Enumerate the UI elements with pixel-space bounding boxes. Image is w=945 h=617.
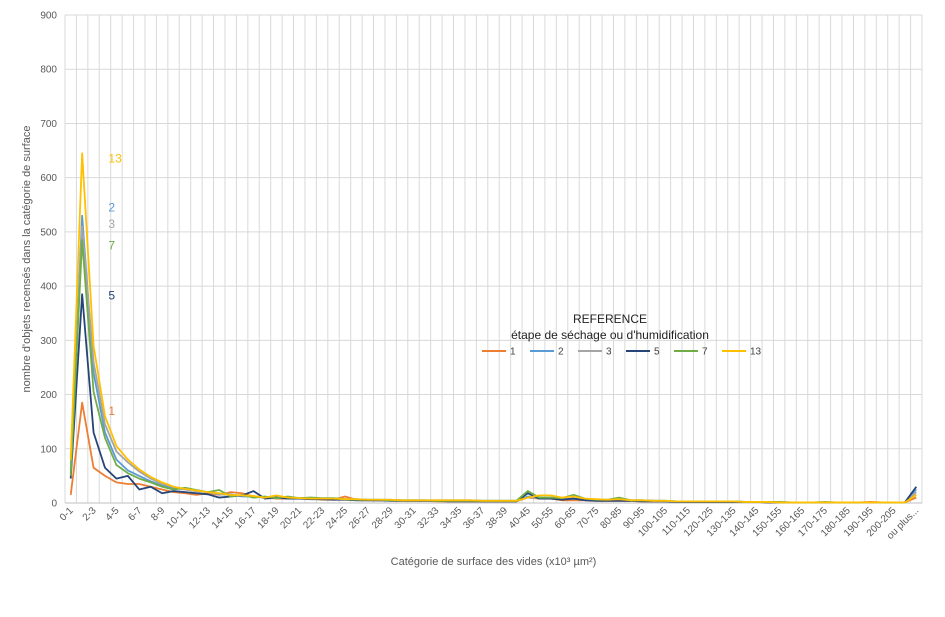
x-tick-label: 8-9: [149, 505, 167, 523]
legend-label-7: 7: [702, 347, 708, 358]
x-tick-label: 40-45: [507, 505, 533, 531]
x-tick-label: 24-25: [324, 505, 350, 531]
y-tick-label: 200: [40, 390, 57, 401]
x-tick-label: 20-21: [279, 505, 305, 531]
annotation-2: 2: [108, 200, 115, 214]
annotation-3: 3: [108, 217, 115, 231]
y-tick-label: 100: [40, 444, 57, 455]
series-lines: [69, 152, 918, 504]
x-tick-label: 14-15: [210, 505, 236, 531]
y-tick-label: 0: [51, 499, 57, 510]
x-tick-label: 70-75: [576, 505, 602, 531]
y-tick-label: 700: [40, 119, 57, 130]
y-tick-label: 800: [40, 65, 57, 76]
legend-label-2: 2: [558, 347, 564, 358]
y-tick-label: 400: [40, 282, 57, 293]
x-tick-label: 18-19: [256, 505, 282, 531]
x-tick-label: 28-29: [370, 505, 396, 531]
legend-label-5: 5: [654, 347, 660, 358]
x-tick-label: 12-13: [187, 505, 213, 531]
x-tick-label: 80-85: [598, 505, 624, 531]
grid: [64, 14, 923, 504]
series-line-3: [69, 225, 917, 504]
x-axis-ticks: 0-1 2-3 4-5 6-7 8-910-1112-1314-1516-1718-19…: [58, 505, 922, 542]
x-tick-label: 50-55: [530, 505, 556, 531]
series-annotations: 1 2 3 5 7 13: [108, 152, 122, 418]
y-tick-label: 500: [40, 227, 57, 238]
x-tick-label: 16-17: [233, 505, 259, 531]
annotation-13: 13: [108, 152, 122, 166]
x-tick-label: 36-37: [461, 505, 487, 531]
x-tick-label: 6-7: [126, 505, 144, 523]
x-tick-label: 10-11: [165, 505, 191, 531]
legend-label-13: 13: [750, 347, 762, 358]
x-tick-label: 22-23: [301, 505, 327, 531]
legend-items: 1 2 3 5 7 13: [482, 347, 762, 358]
legend: REFERENCE étape de séchage ou d'humidifi…: [482, 312, 762, 358]
y-tick-label: 900: [40, 11, 57, 22]
legend-label-1: 1: [510, 347, 516, 358]
series-line-7: [69, 239, 917, 504]
y-tick-label: 600: [40, 173, 57, 184]
x-tick-label: 0-1: [58, 505, 76, 523]
x-tick-label: 60-65: [553, 505, 579, 531]
legend-title: REFERENCE: [573, 312, 647, 326]
series-line-13: [69, 152, 917, 504]
x-tick-label: 34-35: [438, 505, 464, 531]
x-tick-label: 32-33: [416, 505, 442, 531]
y-axis-title: nombre d'objets recensés dans la catégor…: [21, 126, 33, 393]
y-tick-label: 300: [40, 336, 57, 347]
annotation-5: 5: [108, 288, 115, 302]
legend-label-3: 3: [606, 347, 612, 358]
x-tick-label: 2-3: [81, 505, 99, 523]
annotation-7: 7: [108, 238, 115, 252]
x-tick-label: 30-31: [393, 505, 419, 531]
x-tick-label: 26-27: [347, 505, 373, 531]
x-tick-label: 4-5: [104, 505, 122, 523]
legend-subtitle: étape de séchage ou d'humidification: [511, 328, 709, 342]
y-axis-ticks: 0 100 200 300 400 500 600 700 800 900: [40, 11, 57, 510]
x-axis-title: Catégorie de surface des vides (x10³ µm²…: [391, 556, 597, 568]
annotation-1: 1: [108, 404, 115, 418]
series-line-5: [69, 293, 918, 504]
series-line-1: [69, 401, 917, 504]
series-line-2: [69, 214, 917, 504]
x-tick-label: 38-39: [484, 505, 510, 531]
